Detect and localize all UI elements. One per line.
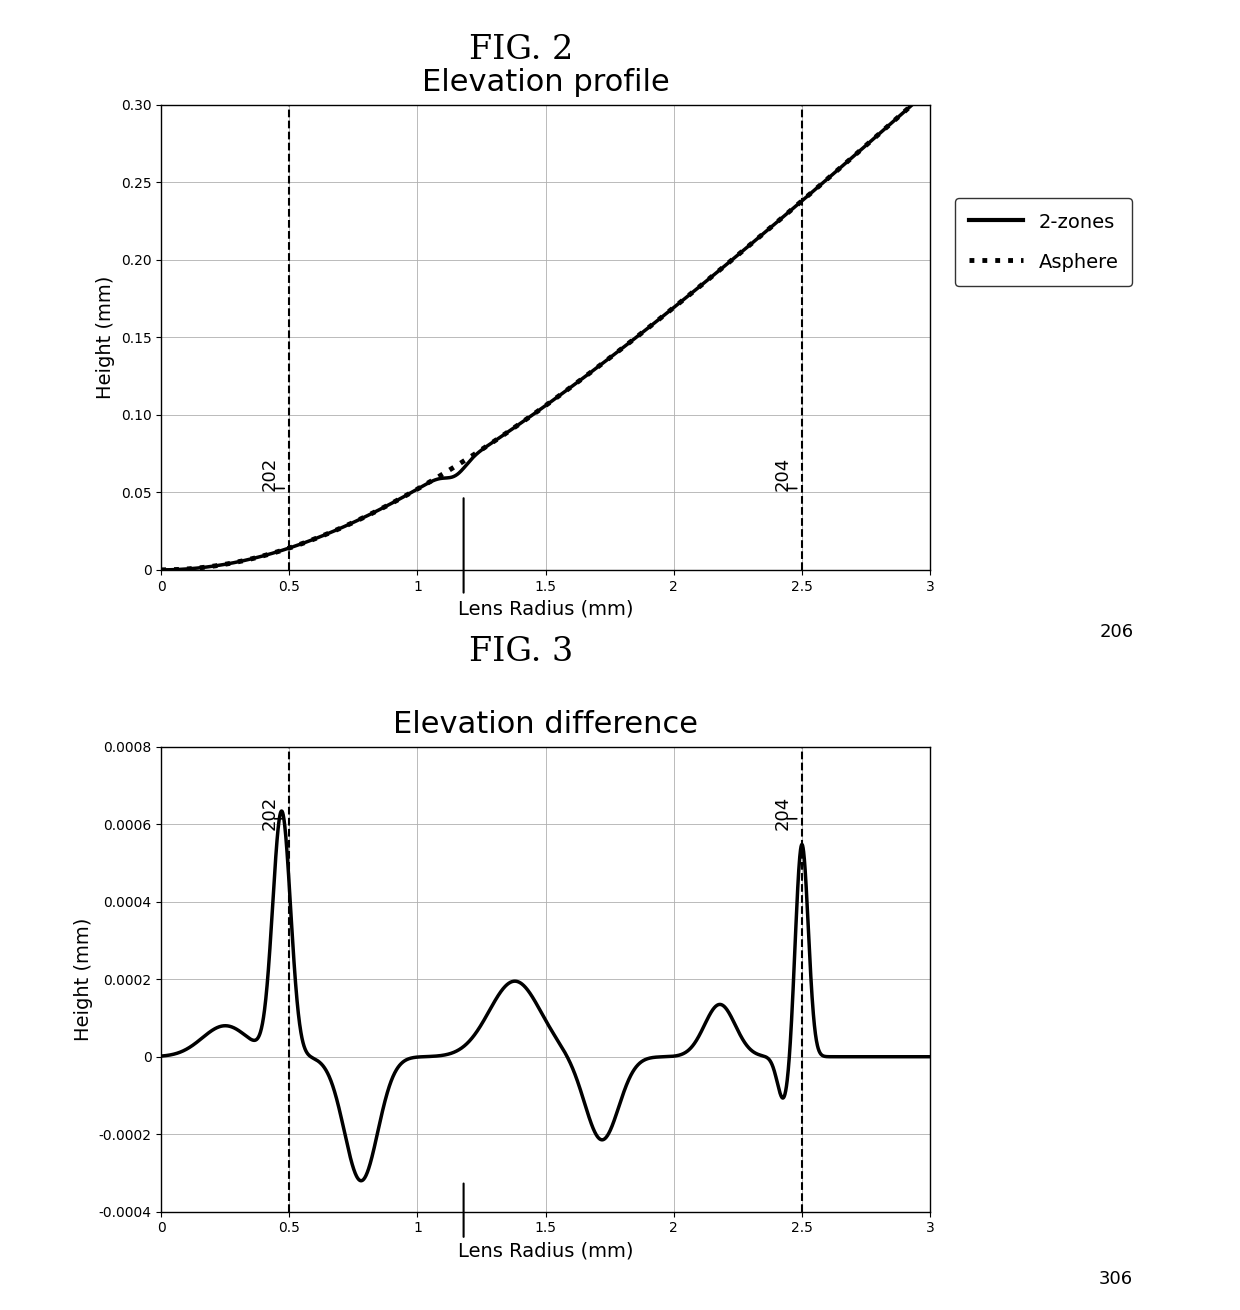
Y-axis label: Height (mm): Height (mm) (97, 275, 115, 400)
Title: Elevation difference: Elevation difference (393, 710, 698, 739)
2-zones (908, 94, 923, 110)
Text: 306: 306 (1099, 1269, 1133, 1288)
Asphere (825, 168, 839, 183)
2-zones (482, 436, 497, 452)
Asphere (154, 562, 169, 578)
Y-axis label: Height (mm): Height (mm) (74, 917, 93, 1041)
2-zones (923, 81, 937, 97)
Text: 202: 202 (262, 796, 279, 831)
Text: 204: 204 (774, 796, 791, 831)
Asphere (449, 458, 464, 474)
Text: 202: 202 (262, 457, 279, 491)
Text: FIG. 2: FIG. 2 (469, 34, 573, 66)
Asphere (288, 538, 303, 554)
2-zones (288, 538, 303, 554)
2-zones (449, 468, 464, 483)
Asphere (923, 81, 937, 97)
Asphere (242, 552, 257, 567)
Text: FIG. 3: FIG. 3 (469, 637, 573, 668)
Line: 2-zones: 2-zones (161, 89, 930, 570)
Legend: 2-zones, Asphere: 2-zones, Asphere (955, 198, 1132, 286)
2-zones (825, 168, 839, 183)
Text: 206: 206 (1099, 624, 1133, 642)
2-zones (242, 552, 257, 567)
X-axis label: Lens Radius (mm): Lens Radius (mm) (458, 1241, 634, 1260)
Line: Asphere: Asphere (161, 89, 930, 570)
X-axis label: Lens Radius (mm): Lens Radius (mm) (458, 599, 634, 618)
Asphere (482, 436, 497, 452)
Title: Elevation profile: Elevation profile (422, 68, 670, 97)
Text: 204: 204 (774, 457, 791, 491)
Asphere (908, 94, 923, 110)
2-zones (154, 562, 169, 578)
